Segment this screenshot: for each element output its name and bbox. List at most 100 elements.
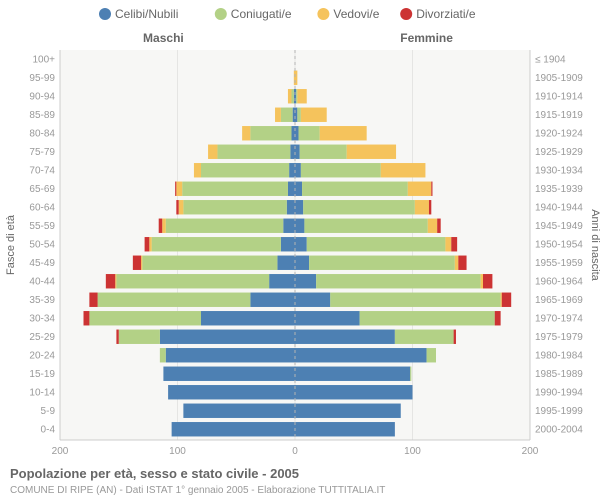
bar-male [160, 330, 295, 344]
x-tick: 100 [404, 446, 421, 457]
bar-female [445, 237, 451, 251]
legend-swatch [215, 8, 227, 20]
age-label: 15-19 [29, 369, 55, 380]
bar-female [437, 219, 441, 233]
bar-female [295, 422, 395, 436]
bar-female [501, 293, 502, 307]
bar-female [429, 200, 431, 214]
right-axis-title: Anni di nascita [589, 209, 600, 281]
bar-female [300, 145, 347, 159]
bar-female [458, 256, 466, 270]
legend-label: Coniugati/e [231, 7, 292, 21]
bar-female [301, 108, 327, 122]
bar-male [152, 237, 281, 251]
bar-male [116, 274, 269, 288]
birth-label: 1935-1939 [535, 184, 583, 195]
bar-male [217, 145, 290, 159]
bar-male [159, 219, 163, 233]
bar-female [295, 404, 401, 418]
header-female: Femmine [400, 31, 453, 45]
bar-male [175, 182, 176, 196]
bar-male [160, 348, 166, 362]
birth-label: 1970-1974 [535, 313, 583, 324]
age-label: 25-29 [29, 332, 55, 343]
birth-label: 1905-1909 [535, 73, 583, 84]
bar-male [208, 145, 217, 159]
bar-female [307, 237, 446, 251]
bar-male [269, 274, 295, 288]
bar-female [295, 256, 309, 270]
bar-male [166, 219, 284, 233]
age-label: 35-39 [29, 295, 55, 306]
bar-female [296, 89, 297, 103]
legend-label: Vedovi/e [333, 7, 379, 21]
bar-female [295, 126, 299, 140]
bar-female [381, 163, 426, 177]
bar-male [194, 163, 201, 177]
bar-female [295, 367, 410, 381]
bar-male [201, 311, 295, 325]
birth-label: 1995-1999 [535, 406, 583, 417]
bar-male [168, 385, 295, 399]
bar-male [201, 163, 289, 177]
bar-male [288, 89, 292, 103]
bar-male [290, 145, 295, 159]
population-pyramid-chart: 100+≤ 190495-991905-190990-941910-191485… [0, 0, 600, 500]
bar-female [301, 163, 381, 177]
x-tick: 100 [169, 446, 186, 457]
bar-male [145, 237, 150, 251]
birth-label: 1930-1934 [535, 165, 583, 176]
age-label: 80-84 [29, 128, 55, 139]
bar-male [183, 404, 295, 418]
bar-male [281, 108, 293, 122]
bar-male [250, 126, 291, 140]
bar-male [166, 348, 295, 362]
birth-label: 1915-1919 [535, 110, 583, 121]
bar-female [395, 330, 454, 344]
birth-label: 1975-1979 [535, 332, 583, 343]
bar-male [106, 274, 115, 288]
bar-female [451, 237, 457, 251]
bar-male [281, 237, 295, 251]
bar-male [115, 274, 116, 288]
age-label: 90-94 [29, 91, 55, 102]
bar-male [176, 200, 178, 214]
bar-male [162, 219, 166, 233]
bar-female [295, 200, 303, 214]
bar-male [179, 200, 184, 214]
bar-female [303, 200, 415, 214]
birth-label: 1945-1949 [535, 221, 583, 232]
birth-label: 1920-1924 [535, 128, 583, 139]
birth-label: 1990-1994 [535, 387, 583, 398]
bar-female [495, 311, 501, 325]
bar-female [408, 182, 432, 196]
chart-title: Popolazione per età, sesso e stato civil… [10, 466, 299, 481]
bar-male [242, 126, 250, 140]
birth-label: 2000-2004 [535, 424, 583, 435]
bar-female [304, 219, 427, 233]
bar-female [431, 182, 432, 196]
age-label: 40-44 [29, 276, 55, 287]
bar-male [89, 311, 201, 325]
bar-female [410, 367, 411, 381]
bar-male [98, 293, 251, 307]
bar-female [302, 182, 408, 196]
x-tick: 200 [52, 446, 69, 457]
birth-label: 1955-1959 [535, 258, 583, 269]
age-label: 55-59 [29, 221, 55, 232]
bar-female [309, 256, 455, 270]
bar-female [295, 348, 427, 362]
bar-male [119, 330, 160, 344]
bar-female [295, 237, 307, 251]
age-label: 20-24 [29, 350, 55, 361]
bar-male [283, 219, 295, 233]
bar-male [288, 182, 295, 196]
birth-label: 1985-1989 [535, 369, 583, 380]
bar-male [275, 108, 281, 122]
bar-male [116, 330, 118, 344]
legend-label: Celibi/Nubili [115, 7, 178, 21]
bar-female [295, 330, 395, 344]
bar-female [455, 256, 459, 270]
birth-label: 1925-1929 [535, 147, 583, 158]
bar-female [427, 348, 436, 362]
